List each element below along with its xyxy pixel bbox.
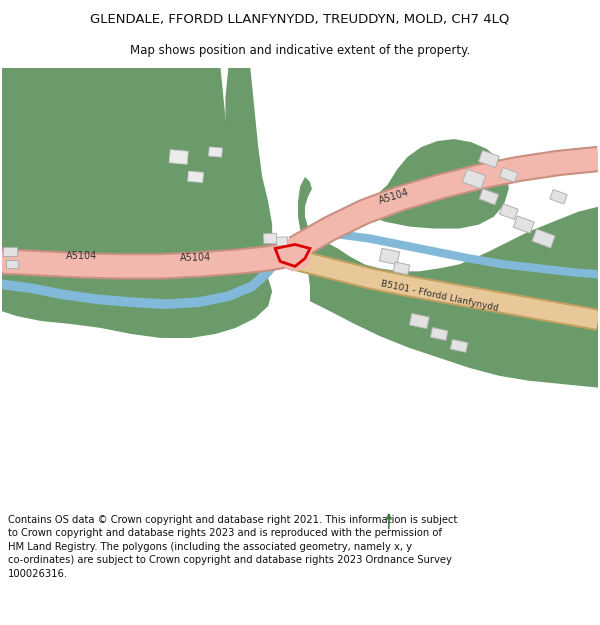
Bar [277, 237, 288, 246]
Bar [379, 248, 400, 264]
Bar [532, 229, 555, 248]
Bar [478, 150, 499, 168]
Bar [263, 233, 277, 244]
Text: GLENDALE, FFORDD LLANFYNYDD, TREUDDYN, MOLD, CH7 4LQ: GLENDALE, FFORDD LLANFYNYDD, TREUDDYN, M… [91, 12, 509, 26]
Polygon shape [298, 177, 598, 388]
Bar [430, 328, 448, 341]
Text: Contains OS data © Crown copyright and database right 2021. This information is : Contains OS data © Crown copyright and d… [8, 514, 457, 579]
Bar [188, 171, 203, 182]
Text: Map shows position and indicative extent of the property.: Map shows position and indicative extent… [130, 44, 470, 57]
Text: A5104: A5104 [378, 188, 411, 206]
Polygon shape [226, 68, 272, 266]
Text: A5104: A5104 [65, 251, 97, 261]
Bar [209, 147, 223, 157]
Bar [450, 339, 468, 352]
Circle shape [279, 239, 311, 271]
Text: B5101 - Ffordd Llanfynydd: B5101 - Ffordd Llanfynydd [380, 279, 499, 313]
Polygon shape [359, 139, 509, 229]
Bar [462, 169, 486, 189]
Bar [499, 204, 518, 219]
Bar [393, 262, 410, 275]
Bar [479, 189, 499, 205]
Bar [500, 168, 518, 182]
Polygon shape [2, 68, 272, 338]
Bar [169, 150, 188, 164]
Text: A5104: A5104 [180, 252, 211, 262]
Bar [5, 261, 17, 268]
Bar [513, 216, 534, 233]
Bar [2, 247, 17, 256]
Bar [409, 313, 430, 329]
Bar [550, 189, 567, 204]
